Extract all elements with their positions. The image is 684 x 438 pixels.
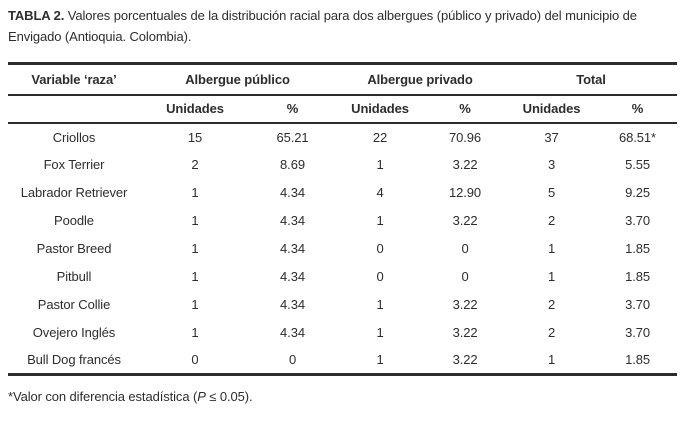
table-row-pastor-collie: Pastor Collie 1 4.34 1 3.22 2 3.70 bbox=[8, 291, 677, 319]
subheader-percent-total: % bbox=[631, 101, 644, 116]
cell-value: 12.90 bbox=[448, 185, 482, 200]
cell-value: 1 bbox=[376, 213, 384, 228]
empty-header-cell bbox=[8, 95, 140, 123]
table-row-poodle: Poodle 1 4.34 1 3.22 2 3.70 bbox=[8, 207, 677, 235]
table-row-fox-terrier: Fox Terrier 2 8.69 1 3.22 3 5.55 bbox=[8, 151, 677, 179]
subheader-unidades-publico: Unidades bbox=[166, 101, 224, 116]
subheader-percent-privado: % bbox=[459, 101, 471, 116]
cell-value: 8.69 bbox=[280, 157, 305, 172]
subheader-unidades-privado: Unidades bbox=[351, 101, 409, 116]
cell-value: 1 bbox=[376, 352, 384, 368]
group-header-albergue-privado: Albergue privado bbox=[367, 71, 473, 87]
cell-value: 4.34 bbox=[280, 185, 305, 200]
cell-value: 0 bbox=[288, 352, 297, 368]
cell-value: 2 bbox=[547, 325, 556, 340]
cell-value: 22 bbox=[372, 129, 388, 145]
cell-value: 4.34 bbox=[280, 269, 305, 284]
cell-value: 3.22 bbox=[452, 157, 478, 172]
footnote-text-post: ≤ 0.05). bbox=[205, 389, 253, 404]
cell-value: 1.85 bbox=[625, 352, 650, 368]
cell-value: 4 bbox=[376, 185, 384, 200]
cell-raza: Pastor Collie bbox=[37, 297, 111, 312]
cell-value: 1 bbox=[547, 241, 556, 256]
table-body: Criollos 15 65.21 22 70.96 37 68.51* Fox… bbox=[8, 123, 677, 375]
table-caption-text: Valores porcentuales de la distribución … bbox=[8, 8, 637, 44]
cell-value: 15 bbox=[187, 129, 203, 145]
cell-value: 1 bbox=[191, 325, 199, 340]
cell-value: 4.34 bbox=[280, 241, 305, 256]
cell-value: 1 bbox=[376, 325, 384, 340]
footnote-p-symbol: P bbox=[197, 389, 206, 404]
subheader-unidades-total: Unidades bbox=[522, 101, 581, 116]
cell-value: 1 bbox=[547, 269, 556, 284]
cell-value: 1 bbox=[191, 185, 199, 200]
cell-value: 3.70 bbox=[625, 297, 650, 312]
cell-value: 4.34 bbox=[280, 325, 305, 340]
cell-raza: Fox Terrier bbox=[43, 157, 105, 172]
table-header: Variable ‘raza’ Albergue público Albergu… bbox=[8, 64, 678, 123]
variable-raza-header: Variable ‘raza’ bbox=[31, 71, 117, 87]
cell-value: 0 bbox=[376, 241, 384, 256]
cell-raza: Criollos bbox=[52, 129, 96, 145]
cell-value: 65.21 bbox=[276, 129, 309, 145]
cell-raza: Labrador Retriever bbox=[20, 185, 128, 200]
table-footnote: *Valor con diferencia estadística (P ≤ 0… bbox=[8, 389, 677, 404]
cell-value: 3.22 bbox=[452, 297, 478, 312]
cell-value: 3.22 bbox=[452, 325, 478, 340]
cell-raza: Poodle bbox=[54, 213, 94, 228]
group-header-albergue-publico: Albergue público bbox=[185, 71, 290, 87]
table-row-pastor-breed: Pastor Breed 1 4.34 0 0 1 1.85 bbox=[8, 235, 677, 263]
cell-value: 0 bbox=[376, 269, 384, 284]
cell-value: 2 bbox=[547, 297, 556, 312]
table-row-ovejero-ingles: Ovejero Inglés 1 4.34 1 3.22 2 3.70 bbox=[8, 319, 677, 347]
cell-value: 1 bbox=[191, 213, 199, 228]
cell-value: 2 bbox=[547, 213, 556, 228]
cell-value: 1.85 bbox=[625, 269, 650, 284]
cell-value: 0 bbox=[461, 269, 469, 284]
cell-value: 3.70 bbox=[625, 325, 650, 340]
cell-value: 1 bbox=[547, 352, 556, 368]
subheader-percent-publico: % bbox=[286, 101, 299, 116]
cell-raza: Bull Dog francés bbox=[27, 352, 121, 368]
cell-value: 1 bbox=[376, 297, 384, 312]
cell-value: 4.34 bbox=[280, 213, 305, 228]
cell-value: 1 bbox=[191, 241, 199, 256]
cell-value: 4.34 bbox=[280, 297, 305, 312]
cell-value: 3.22 bbox=[452, 213, 478, 228]
cell-value: 3.22 bbox=[452, 352, 478, 368]
cell-value: 1 bbox=[191, 269, 199, 284]
table-caption: TABLA 2. Valores porcentuales de la dist… bbox=[8, 5, 677, 47]
table-row-criollos: Criollos 15 65.21 22 70.96 37 68.51* bbox=[8, 123, 677, 151]
cell-value: 1 bbox=[376, 157, 384, 172]
group-header-row: Variable ‘raza’ Albergue público Albergu… bbox=[8, 64, 678, 95]
cell-value: 1 bbox=[191, 297, 199, 312]
cell-value: 5 bbox=[547, 185, 556, 200]
cell-value: 9.25 bbox=[625, 185, 650, 200]
cell-value: 68.51* bbox=[619, 129, 657, 145]
cell-value: 3 bbox=[547, 157, 556, 172]
cell-value: 70.96 bbox=[448, 129, 482, 145]
table-row-labrador-retriever: Labrador Retriever 1 4.34 4 12.90 5 9.25 bbox=[8, 179, 677, 207]
group-header-total: Total bbox=[576, 71, 606, 87]
sub-header-row: Unidades % Unidades % Unidades % bbox=[8, 95, 678, 123]
table-row-bulldog-frances: Bull Dog francés 0 0 1 3.22 1 1.85 bbox=[8, 347, 677, 375]
cell-value: 37 bbox=[544, 129, 559, 145]
cell-value: 0 bbox=[191, 352, 199, 368]
cell-raza: Pastor Breed bbox=[36, 241, 112, 256]
data-table: Variable ‘raza’ Albergue público Albergu… bbox=[8, 62, 678, 376]
footnote-text-pre: *Valor con diferencia estadística ( bbox=[8, 389, 198, 404]
cell-value: 3.70 bbox=[625, 213, 650, 228]
table-row-pitbull: Pitbull 1 4.34 0 0 1 1.85 bbox=[8, 263, 677, 291]
cell-value: 2 bbox=[191, 157, 199, 172]
cell-raza: Pitbull bbox=[56, 269, 92, 284]
cell-value: 5.55 bbox=[625, 157, 650, 172]
cell-value: 0 bbox=[461, 241, 469, 256]
cell-raza: Ovejero Inglés bbox=[32, 325, 116, 340]
table-caption-label: TABLA 2. bbox=[8, 8, 65, 23]
cell-value: 1.85 bbox=[625, 241, 650, 256]
